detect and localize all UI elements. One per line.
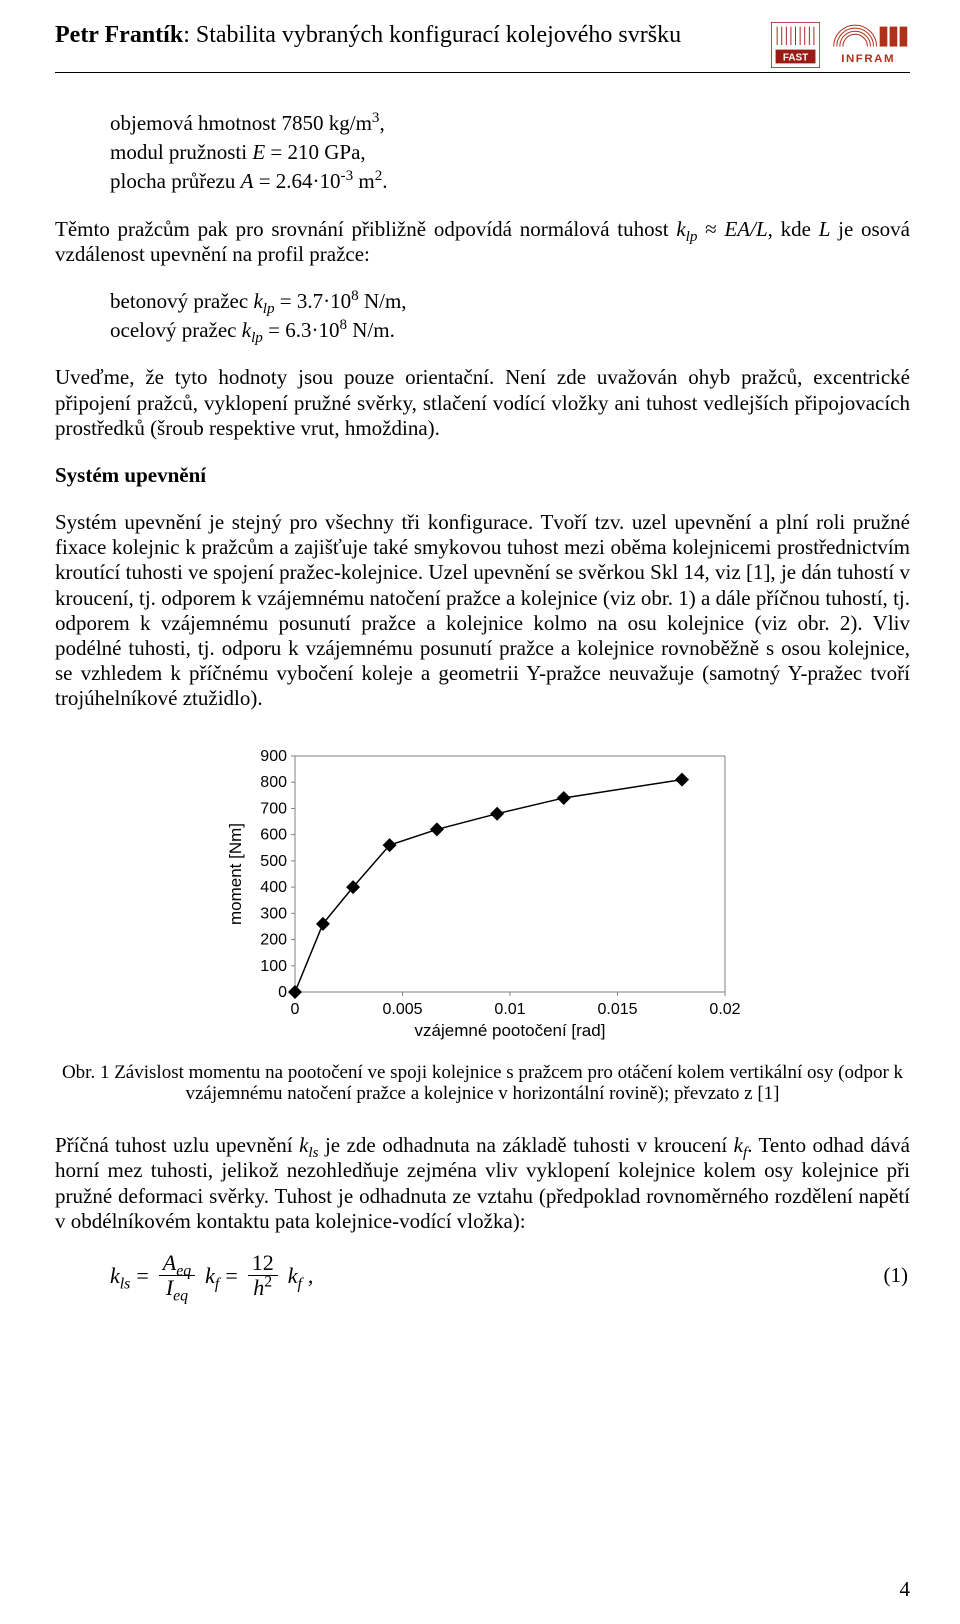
figure-caption: Obr. 1 Závislost momentu na pootočení ve… — [55, 1062, 910, 1106]
density-line: objemová hmotnost 7850 kg/m3, — [110, 111, 910, 136]
svg-text:500: 500 — [260, 852, 287, 869]
modulus-line: modul pružnosti E = 210 GPa, — [110, 140, 910, 165]
svg-text:0: 0 — [290, 1001, 299, 1018]
svg-text:300: 300 — [260, 905, 287, 922]
lateral-stiffness-para: Příčná tuhost uzlu upevnění kls je zde o… — [55, 1133, 910, 1234]
page-number: 4 — [900, 1577, 911, 1602]
equation-number: (1) — [884, 1263, 909, 1288]
svg-text:0.005: 0.005 — [382, 1001, 422, 1018]
system-paragraph: Systém upevnění je stejný pro všechny tř… — [55, 510, 910, 712]
svg-text:100: 100 — [260, 957, 287, 974]
svg-text:600: 600 — [260, 826, 287, 843]
area-line: plocha průřezu A = 2.64·10-3 m2. — [110, 169, 910, 194]
material-properties: objemová hmotnost 7850 kg/m3, modul pruž… — [55, 111, 910, 195]
header-title: Petr Frantík: Stabilita vybraných konfig… — [55, 22, 681, 49]
chart-container: 0 100 200 300 400 500 600 700 800 900 0 0.005 0.01 0.… — [55, 742, 910, 1042]
stiffness-values: betonový pražec klp = 3.7·108 N/m, ocelo… — [55, 289, 910, 343]
equation-body: kls = Aeq Ieq kf = 12 h2 kf , — [110, 1252, 313, 1299]
svg-text:700: 700 — [260, 800, 287, 817]
svg-text:moment [Nm]: moment [Nm] — [226, 823, 245, 925]
svg-text:0.015: 0.015 — [597, 1001, 637, 1018]
svg-text:900: 900 — [260, 748, 287, 765]
svg-text:200: 200 — [260, 931, 287, 948]
svg-text:800: 800 — [260, 774, 287, 791]
svg-text:vzájemné pootočení [rad]: vzájemné pootočení [rad] — [414, 1021, 605, 1040]
header-logos: FAST INFRAM — [771, 22, 910, 68]
title-rest: : Stabilita vybraných konfigurací kolejo… — [183, 22, 681, 48]
page-header: Petr Frantík: Stabilita vybraných konfig… — [55, 22, 910, 73]
svg-text:0: 0 — [278, 984, 287, 1001]
orientation-note: Uveďme, že tyto hodnoty jsou pouze orien… — [55, 365, 910, 441]
stiffness-intro: Těmto pražcům pak pro srovnání přibližně… — [55, 217, 910, 267]
infram-logo-icon: INFRAM — [826, 22, 910, 68]
equation-1: kls = Aeq Ieq kf = 12 h2 kf , (1) — [55, 1252, 910, 1299]
concrete-sleeper: betonový pražec klp = 3.7·108 N/m, — [110, 289, 910, 314]
heading-system: Systém upevnění — [55, 463, 910, 488]
vut-logo-icon: FAST — [771, 22, 820, 68]
svg-text:FAST: FAST — [782, 52, 807, 63]
svg-text:0.02: 0.02 — [709, 1001, 740, 1018]
steel-sleeper: ocelový pražec klp = 6.3·108 N/m. — [110, 318, 910, 343]
svg-text:0.01: 0.01 — [494, 1001, 525, 1018]
svg-text:400: 400 — [260, 879, 287, 896]
svg-text:INFRAM: INFRAM — [841, 53, 895, 65]
author-name: Petr Frantík — [55, 22, 183, 48]
moment-rotation-chart: 0 100 200 300 400 500 600 700 800 900 0 0.005 0.01 0.… — [223, 742, 743, 1042]
